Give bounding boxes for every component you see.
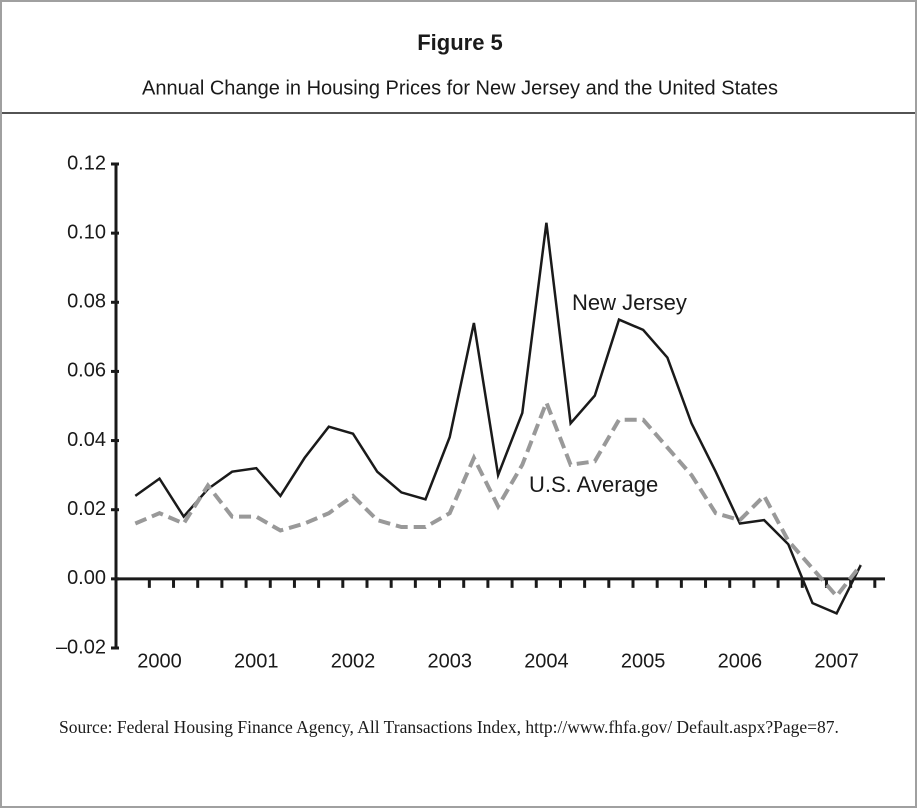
y-tick-label: 0.10 [67,221,106,243]
y-tick-label: 0.04 [67,429,106,451]
x-tick-label: 2000 [137,650,182,672]
y-tick-label: 0.08 [67,291,106,313]
x-tick-label: 2005 [621,650,666,672]
series-label: U.S. Average [529,472,658,497]
x-tick-label: 2007 [814,650,859,672]
series-label: New Jersey [572,290,687,315]
x-tick-label: 2001 [234,650,279,672]
y-tick-label: 0.12 [67,152,106,174]
x-tick-label: 2004 [524,650,569,672]
x-tick-label: 2003 [427,650,472,672]
y-tick-label: –0.02 [56,636,106,658]
series-line [134,396,863,600]
series-line [134,222,862,616]
y-tick-label: 0.02 [67,498,106,520]
x-tick-label: 2002 [331,650,376,672]
source-note: Source: Federal Housing Finance Agency, … [59,717,839,737]
y-tick-label: 0.00 [67,567,106,589]
chart: Figure 5 Annual Change in Housing Prices… [2,30,915,672]
chart-title: Figure 5 [417,30,503,55]
y-tick-label: 0.06 [67,360,106,382]
x-tick-label: 2006 [718,650,763,672]
chart-subtitle: Annual Change in Housing Prices for New … [142,77,778,99]
